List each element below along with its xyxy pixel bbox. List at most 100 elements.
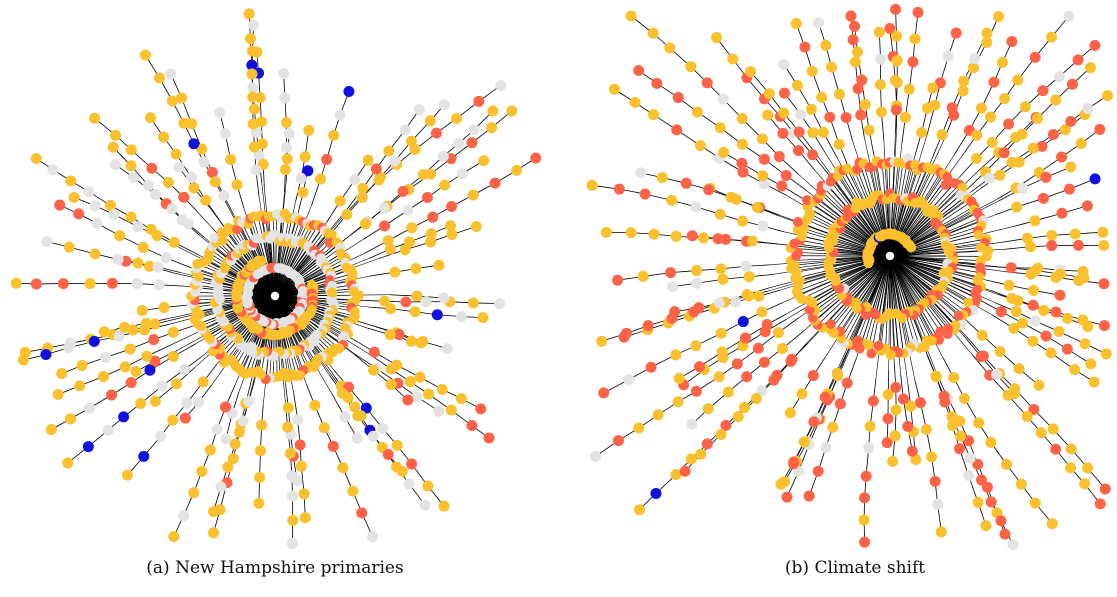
node — [758, 356, 770, 368]
node — [731, 358, 743, 370]
node — [326, 229, 337, 240]
node — [891, 77, 903, 89]
node — [963, 470, 975, 482]
node — [792, 145, 804, 157]
node — [382, 235, 394, 247]
edge — [830, 255, 891, 330]
node — [110, 129, 122, 141]
node — [860, 470, 872, 482]
node — [327, 440, 339, 452]
node — [671, 124, 683, 136]
node — [124, 343, 136, 355]
node — [244, 33, 256, 45]
node — [717, 93, 729, 105]
node — [188, 182, 200, 194]
node — [292, 414, 304, 426]
node — [1079, 338, 1091, 350]
node — [437, 150, 449, 162]
node — [679, 465, 691, 477]
edge — [889, 255, 940, 341]
edge — [889, 163, 904, 257]
node — [74, 380, 86, 392]
node — [803, 490, 815, 502]
node — [334, 195, 346, 207]
node — [254, 471, 266, 483]
node — [845, 10, 857, 22]
edge — [889, 255, 928, 341]
node — [158, 131, 170, 143]
node — [424, 115, 436, 127]
node — [807, 127, 819, 139]
node — [995, 306, 1007, 318]
node — [813, 17, 825, 29]
node — [1040, 330, 1052, 342]
node — [250, 164, 262, 176]
node — [851, 46, 863, 58]
node — [149, 355, 161, 367]
node — [884, 23, 896, 35]
node — [282, 402, 294, 414]
node — [882, 389, 894, 401]
node — [785, 355, 797, 367]
node — [790, 18, 802, 30]
node — [302, 165, 314, 177]
node — [220, 433, 232, 445]
node — [1073, 275, 1085, 287]
node — [688, 306, 700, 318]
edge — [843, 255, 891, 344]
node — [179, 412, 191, 424]
node — [404, 376, 416, 388]
node — [680, 177, 692, 189]
node — [812, 465, 824, 477]
edge — [889, 158, 909, 257]
node — [751, 201, 763, 213]
node — [250, 126, 262, 138]
node — [1061, 343, 1073, 355]
node — [954, 443, 966, 455]
node — [969, 53, 981, 65]
edge — [871, 255, 891, 354]
node — [279, 164, 291, 176]
node — [768, 374, 780, 386]
node — [645, 361, 657, 373]
node — [864, 420, 876, 432]
node — [722, 386, 734, 398]
node — [427, 211, 439, 223]
node — [996, 57, 1008, 69]
node — [256, 255, 267, 266]
edge — [841, 255, 891, 339]
node — [1016, 182, 1028, 194]
node — [489, 177, 501, 189]
node — [495, 79, 507, 91]
node — [63, 241, 75, 253]
node — [623, 374, 635, 386]
node — [1037, 192, 1049, 204]
node — [1063, 10, 1075, 22]
node — [1027, 284, 1039, 296]
node — [757, 170, 769, 182]
node — [225, 154, 237, 166]
node — [673, 372, 685, 384]
node — [402, 204, 414, 216]
node — [906, 445, 918, 457]
node — [798, 436, 810, 448]
node — [255, 116, 267, 128]
edge — [173, 272, 276, 297]
node — [193, 396, 205, 408]
node — [882, 413, 894, 425]
edge — [186, 295, 276, 306]
node — [806, 65, 818, 77]
node — [1065, 115, 1077, 127]
node — [795, 108, 807, 120]
node — [791, 80, 803, 92]
node — [198, 156, 210, 168]
node — [280, 141, 292, 153]
node — [294, 439, 306, 451]
node — [279, 92, 291, 104]
node — [167, 414, 179, 426]
node — [971, 129, 983, 141]
node — [819, 391, 831, 403]
node — [438, 99, 450, 111]
node — [76, 359, 88, 371]
node — [409, 306, 421, 318]
